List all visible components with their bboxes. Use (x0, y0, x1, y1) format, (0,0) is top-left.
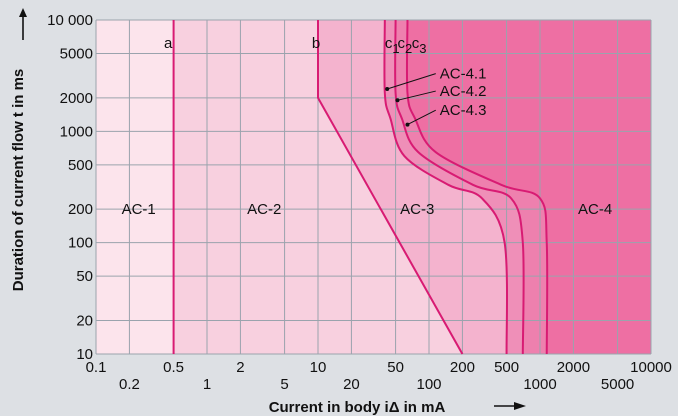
x-tick-label-top: 10000 (630, 359, 672, 376)
x-tick-label-top: 2000 (557, 359, 590, 376)
curve-c2 (394, 19, 525, 355)
y-tick-label: 500 (68, 157, 93, 174)
curve-c1 (383, 19, 509, 355)
y-tick-label: 10 (76, 346, 93, 363)
y-tick-label: 1000 (60, 123, 93, 140)
y-axis-arrow-head (19, 8, 27, 17)
y-tick-label: 20 (76, 312, 93, 329)
x-tick-label-top: 2 (236, 359, 244, 376)
boundary-curves (172, 19, 549, 355)
zone-ac-4-band-c3 (406, 20, 651, 354)
curve-label-c1: c1 (385, 35, 400, 56)
zone-label-ac-1: AC-1 (122, 201, 156, 218)
x-tick-label-bottom: 1000 (523, 376, 556, 393)
x-tick-label-top: 500 (494, 359, 519, 376)
x-tick-label-top: 0.1 (86, 359, 107, 376)
y-tick-label: 100 (68, 235, 93, 252)
y-tick-label: 200 (68, 201, 93, 218)
x-tick-label-top: 0.5 (163, 359, 184, 376)
x-axis-title: Current in body iΔ in mA (269, 399, 446, 416)
annotation-leader-line (397, 90, 436, 101)
curve-label-b: b (312, 35, 320, 52)
curve-label-c2: c2 (397, 35, 412, 56)
y-axis-title: Duration of current flow t in ms (10, 69, 27, 292)
y-tick-label: 10 000 (47, 12, 93, 29)
annotation-ac-4-3: AC-4.3 (440, 102, 487, 119)
zone-label-ac-3: AC-3 (400, 201, 434, 218)
x-tick-label-top: 10 (310, 359, 327, 376)
x-tick-label-bottom: 100 (416, 376, 441, 393)
annotation-leader-dot (385, 87, 390, 92)
x-tick-label-bottom: 1 (203, 376, 211, 393)
x-tick-label-top: 50 (387, 359, 404, 376)
zone-label-ac-2: AC-2 (247, 201, 281, 218)
x-tick-label-bottom: 5 (280, 376, 288, 393)
x-tick-label-bottom: 0.2 (119, 376, 140, 393)
annotation-leader-dot (395, 98, 400, 103)
x-axis-arrow-head (514, 402, 526, 410)
y-tick-label: 2000 (60, 90, 93, 107)
annotation-leader-line (387, 73, 436, 90)
annotation-ac-4-1: AC-4.1 (440, 66, 487, 83)
y-tick-label: 5000 (60, 46, 93, 63)
zone-fills (96, 20, 651, 354)
curve-label-c3: c3 (412, 35, 427, 56)
annotation-leader-line (407, 109, 436, 126)
annotation-ac-4-2: AC-4.2 (440, 83, 487, 100)
curve-c3 (405, 19, 549, 355)
annotation-leader-dot (405, 122, 410, 127)
curve-b (317, 20, 464, 355)
y-tick-label: 50 (76, 268, 93, 285)
x-tick-label-top: 200 (450, 359, 475, 376)
zone-label-ac-4: AC-4 (578, 201, 612, 218)
curve-label-a: a (164, 35, 173, 52)
x-tick-label-bottom: 20 (343, 376, 360, 393)
x-tick-label-bottom: 5000 (601, 376, 634, 393)
